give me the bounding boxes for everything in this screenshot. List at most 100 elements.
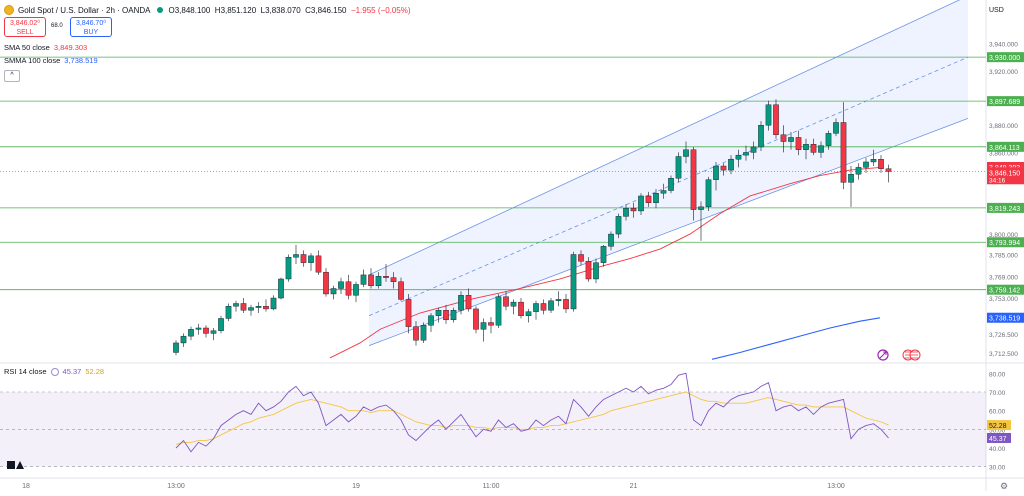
candle[interactable] bbox=[735, 154, 742, 160]
candle[interactable] bbox=[690, 149, 697, 210]
candle[interactable] bbox=[758, 125, 764, 148]
candle[interactable] bbox=[225, 306, 232, 319]
symbol-title[interactable]: Gold Spot / U.S. Dollar · 2h · OANDA bbox=[18, 5, 151, 15]
candle[interactable] bbox=[510, 301, 517, 307]
candle[interactable] bbox=[833, 122, 839, 134]
candle[interactable] bbox=[840, 122, 847, 183]
candle[interactable] bbox=[870, 159, 877, 163]
candle[interactable] bbox=[495, 296, 502, 326]
candle[interactable] bbox=[615, 216, 622, 235]
candle[interactable] bbox=[353, 284, 359, 296]
eye-icon[interactable] bbox=[50, 367, 59, 376]
rsi-line[interactable] bbox=[175, 372, 889, 453]
candle[interactable] bbox=[743, 152, 749, 156]
candle[interactable] bbox=[195, 327, 202, 330]
candle[interactable] bbox=[293, 254, 299, 258]
candle[interactable] bbox=[180, 335, 187, 344]
candle[interactable] bbox=[315, 255, 322, 273]
candle[interactable] bbox=[638, 195, 644, 212]
candle[interactable] bbox=[728, 159, 734, 171]
candle[interactable] bbox=[855, 167, 862, 175]
rsi-ma-line[interactable] bbox=[175, 391, 889, 445]
candle[interactable] bbox=[660, 190, 667, 194]
candle[interactable] bbox=[420, 325, 427, 341]
candle[interactable] bbox=[278, 278, 284, 299]
candle[interactable] bbox=[645, 195, 652, 203]
candle[interactable] bbox=[323, 271, 329, 295]
candle[interactable] bbox=[480, 322, 487, 330]
smma100-legend[interactable]: SMMA 100 close 3,738.519 bbox=[4, 56, 98, 65]
channel-middle-line[interactable] bbox=[368, 56, 969, 317]
candle[interactable] bbox=[240, 303, 247, 311]
candle[interactable] bbox=[885, 168, 892, 172]
candle[interactable] bbox=[248, 307, 254, 311]
candle[interactable] bbox=[428, 315, 434, 326]
candle[interactable] bbox=[488, 322, 494, 326]
candle[interactable] bbox=[218, 318, 224, 331]
candle[interactable] bbox=[525, 311, 532, 316]
candle[interactable] bbox=[503, 296, 509, 307]
candle[interactable] bbox=[458, 295, 464, 311]
candle[interactable] bbox=[210, 330, 217, 334]
candle[interactable] bbox=[413, 326, 419, 341]
economic-event-icon[interactable] bbox=[877, 349, 889, 361]
candle[interactable] bbox=[188, 329, 194, 337]
candle[interactable] bbox=[563, 299, 569, 310]
candle[interactable] bbox=[593, 262, 599, 280]
candle[interactable] bbox=[848, 173, 854, 183]
candle[interactable] bbox=[585, 261, 592, 280]
candle[interactable] bbox=[465, 295, 472, 310]
candle[interactable] bbox=[360, 274, 367, 285]
candle[interactable] bbox=[338, 281, 344, 289]
candle[interactable] bbox=[608, 233, 614, 247]
candle[interactable] bbox=[653, 193, 659, 203]
candle[interactable] bbox=[698, 206, 704, 210]
candle[interactable] bbox=[203, 327, 209, 334]
candle[interactable] bbox=[818, 145, 824, 153]
candle[interactable] bbox=[300, 254, 307, 263]
candle[interactable] bbox=[578, 254, 584, 262]
candle[interactable] bbox=[435, 310, 442, 316]
candle[interactable] bbox=[383, 276, 389, 278]
buy-button[interactable]: 3,846.70⁰ BUY bbox=[70, 17, 112, 37]
candle[interactable] bbox=[270, 297, 277, 310]
rsi-legend[interactable]: RSI 14 close 45.37 52.28 bbox=[4, 367, 104, 376]
sell-button[interactable]: 3,846.02⁰ SELL bbox=[4, 17, 46, 37]
settings-gear-icon[interactable]: ⚙ bbox=[1000, 481, 1008, 491]
candle[interactable] bbox=[345, 281, 352, 296]
candle[interactable] bbox=[600, 246, 607, 263]
candle[interactable] bbox=[285, 257, 292, 280]
candle[interactable] bbox=[773, 104, 779, 135]
candle[interactable] bbox=[863, 161, 869, 168]
candle[interactable] bbox=[443, 310, 449, 321]
candle[interactable] bbox=[788, 137, 794, 142]
candle[interactable] bbox=[398, 281, 404, 300]
candle[interactable] bbox=[533, 303, 539, 312]
candle[interactable] bbox=[255, 306, 262, 308]
candle[interactable] bbox=[405, 299, 412, 327]
candle[interactable] bbox=[375, 276, 382, 286]
candle[interactable] bbox=[555, 299, 562, 301]
candle[interactable] bbox=[263, 306, 269, 310]
candle[interactable] bbox=[308, 255, 314, 263]
candle[interactable] bbox=[713, 165, 719, 180]
candle[interactable] bbox=[705, 179, 712, 208]
candle[interactable] bbox=[450, 310, 457, 321]
candle[interactable] bbox=[630, 208, 637, 212]
candle[interactable] bbox=[368, 274, 374, 286]
sma50-legend[interactable]: SMA 50 close 3,849.303 bbox=[4, 43, 87, 52]
candle[interactable] bbox=[683, 149, 689, 157]
candle[interactable] bbox=[473, 308, 479, 330]
candle[interactable] bbox=[668, 178, 674, 191]
candle[interactable] bbox=[675, 156, 682, 179]
candle[interactable] bbox=[540, 303, 547, 311]
candle[interactable] bbox=[803, 144, 809, 150]
candle[interactable] bbox=[330, 288, 337, 295]
candle[interactable] bbox=[233, 303, 239, 307]
candle[interactable] bbox=[548, 300, 554, 311]
candle[interactable] bbox=[390, 277, 397, 282]
collapse-legend-button[interactable]: ^ bbox=[4, 70, 20, 82]
candle[interactable] bbox=[765, 104, 772, 126]
candle[interactable] bbox=[750, 146, 757, 153]
